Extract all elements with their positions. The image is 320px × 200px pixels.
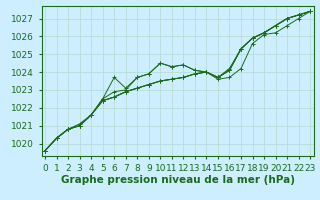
X-axis label: Graphe pression niveau de la mer (hPa): Graphe pression niveau de la mer (hPa)	[60, 175, 295, 185]
